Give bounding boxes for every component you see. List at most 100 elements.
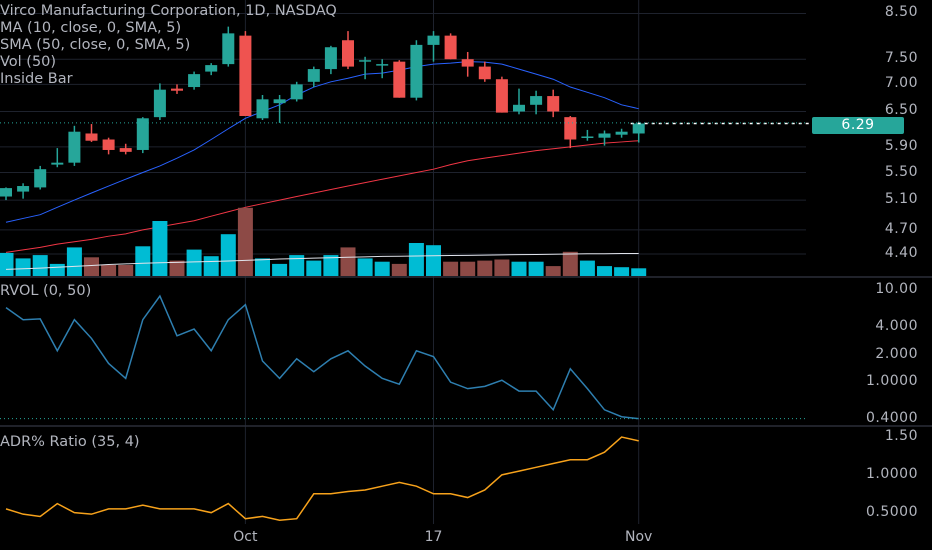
candle — [598, 130, 611, 146]
volume-bar — [169, 260, 185, 276]
volume-bar — [460, 261, 476, 276]
rvol-tick-label: 0.4000 — [866, 409, 918, 426]
indicator-sma50[interactable]: SMA (50, close, 0, SMA, 5) — [0, 37, 191, 53]
candle-body — [256, 99, 269, 119]
price-tick-label: 5.10 — [884, 191, 918, 208]
candle — [444, 33, 457, 60]
candle — [34, 165, 47, 190]
volume-bar — [494, 259, 510, 276]
candle-body — [0, 188, 12, 197]
candle — [547, 89, 560, 118]
volume-bar — [49, 263, 65, 276]
candle-body — [581, 136, 594, 138]
price-tick-label: 4.40 — [884, 245, 918, 261]
volume-bar — [306, 260, 322, 276]
chart-legend: Virco Manufacturing Corporation, 1D, NAS… — [0, 3, 337, 88]
candle-body — [342, 40, 354, 67]
volume-bar — [579, 260, 595, 276]
candle-body — [615, 131, 628, 135]
rvol-pane — [0, 294, 806, 420]
candle-body — [632, 123, 645, 134]
candle — [376, 59, 389, 79]
candle-body — [410, 44, 423, 98]
rvol-label[interactable]: RVOL (0, 50) — [0, 283, 92, 299]
price-tick-label: 4.70 — [884, 220, 918, 237]
candle-body — [376, 64, 389, 66]
candle-body — [495, 79, 508, 113]
last-price-badge: 6.29 — [812, 117, 904, 134]
volume-average-line — [5, 253, 639, 270]
adr-label[interactable]: ADR% Ratio (35, 4) — [0, 434, 140, 450]
candle — [239, 31, 252, 117]
candle-body — [530, 96, 543, 105]
volume-bar — [562, 251, 578, 276]
candle-body — [222, 33, 235, 65]
candle-body — [478, 66, 491, 80]
time-tick-label: 17 — [424, 529, 443, 545]
volume-bar — [272, 263, 288, 276]
candle — [581, 129, 594, 141]
volume-bar — [477, 260, 493, 276]
candle-body — [290, 84, 303, 100]
candle — [256, 95, 269, 121]
candle — [564, 116, 577, 149]
ma10-line — [5, 61, 639, 223]
rvol-tick-label: 4.000 — [875, 317, 918, 334]
candle-body — [34, 169, 47, 188]
sma50-line — [5, 140, 639, 253]
adr-tick-label: 1.0000 — [866, 465, 918, 482]
candle-body — [205, 65, 218, 72]
candle — [359, 56, 372, 80]
rvol-tick-label: 10.00 — [875, 281, 918, 298]
candle — [205, 63, 218, 76]
candle-body — [102, 139, 115, 150]
candle — [153, 83, 166, 121]
adr-line — [5, 436, 639, 521]
price-tick-label: 6.50 — [884, 102, 918, 119]
candle-body — [324, 47, 337, 70]
candle — [461, 51, 474, 77]
candle — [324, 45, 337, 75]
candle — [307, 66, 320, 88]
candle-body — [307, 69, 320, 82]
price-tick-label: 5.90 — [884, 137, 918, 154]
candle — [51, 148, 64, 168]
symbol-title[interactable]: Virco Manufacturing Corporation, 1D, NAS… — [0, 3, 337, 19]
candle-body — [51, 162, 64, 165]
candle — [136, 117, 149, 154]
time-tick-label: Oct — [233, 529, 258, 545]
indicator-ma10[interactable]: MA (10, close, 0, SMA, 5) — [0, 20, 182, 36]
adr-tick-label: 1.50 — [884, 428, 918, 445]
volume-bar — [32, 255, 48, 276]
price-tick-label: 7.50 — [884, 50, 918, 67]
volume-bar — [374, 261, 390, 276]
indicator-volume[interactable]: Vol (50) — [0, 54, 57, 70]
price-tick-label: 8.50 — [884, 4, 918, 21]
indicator-inside-bar[interactable]: Inside Bar — [0, 71, 73, 87]
price-pane[interactable] — [0, 26, 812, 253]
rvol-tick-label: 1.0000 — [866, 373, 918, 390]
candle — [478, 61, 491, 82]
candle-body — [513, 104, 525, 112]
adr-pane — [5, 436, 639, 521]
pane-separators[interactable] — [0, 276, 932, 427]
volume-bar — [511, 261, 527, 276]
volume-bar — [203, 256, 219, 276]
volume-pane — [0, 207, 647, 276]
candle-body — [564, 117, 577, 140]
candle — [290, 81, 303, 102]
candle-body — [85, 133, 98, 141]
volume-bar — [323, 255, 339, 276]
volume-bar — [597, 266, 612, 276]
candle — [171, 84, 183, 94]
candle — [222, 26, 235, 67]
volume-bar — [614, 267, 630, 276]
volume-bar — [0, 252, 14, 276]
candle-body — [273, 99, 286, 104]
adr-tick-label: 0.5000 — [866, 503, 918, 520]
candle — [188, 71, 201, 90]
volume-bar — [101, 265, 117, 276]
volume-bar — [528, 261, 544, 276]
price-tick-label: 7.00 — [884, 75, 918, 92]
